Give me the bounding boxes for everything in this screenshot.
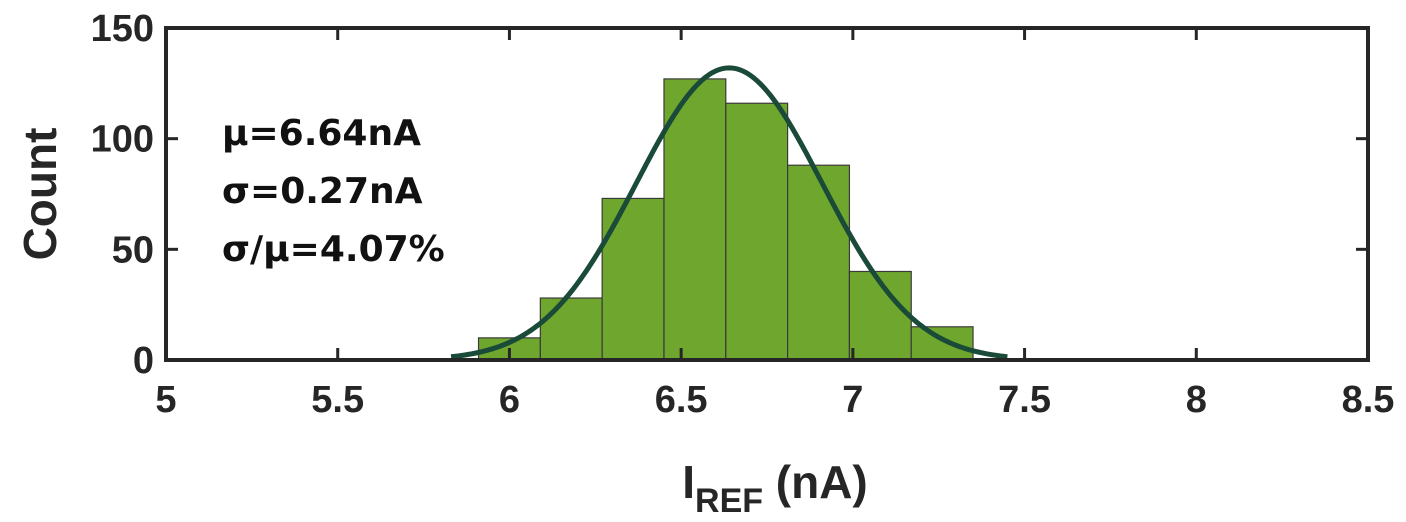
- x-axis-label-main: I: [682, 456, 695, 508]
- stat-annotation-2: σ=0.27nA: [222, 171, 423, 212]
- x-axis-ticks: 5 5.5 6 6.5 7 7.5 8 8.5: [155, 28, 1394, 421]
- y-tick-label: 0: [133, 340, 154, 382]
- x-axis-label-subscript: REF: [695, 482, 763, 520]
- histogram-bars: [477, 78, 974, 361]
- stat-annotation-1: μ=6.64nA: [222, 113, 421, 154]
- x-tick-label: 5.5: [311, 379, 364, 421]
- y-axis-ticks: 0 50 100 150: [91, 8, 1368, 382]
- histogram-bar-6: [787, 164, 851, 361]
- x-axis-label-unit: (nA): [763, 456, 868, 508]
- y-axis-label: Count: [14, 128, 66, 261]
- histogram-bar-3: [601, 197, 665, 361]
- stat-annotation-3: σ/μ=4.07%: [222, 229, 445, 270]
- y-tick-label: 100: [91, 119, 154, 161]
- x-tick-label: 8.5: [1342, 379, 1395, 421]
- x-tick-label: 8: [1186, 379, 1207, 421]
- x-axis-label: IREF (nA): [682, 456, 868, 520]
- x-tick-label: 6.5: [655, 379, 708, 421]
- histogram-bar-8: [910, 326, 974, 361]
- plot-frame: [164, 26, 1370, 362]
- x-tick-label: 6: [499, 379, 520, 421]
- histogram-bar-4: [663, 78, 727, 361]
- y-tick-label: 150: [91, 8, 154, 50]
- x-tick-label: 5: [155, 379, 176, 421]
- statistics-annotations: μ=6.64nA σ=0.27nA σ/μ=4.07%: [222, 113, 445, 270]
- x-tick-label: 7: [842, 379, 863, 421]
- x-tick-label: 7.5: [998, 379, 1051, 421]
- normal-fit-curve: [450, 65, 1008, 360]
- y-tick-label: 50: [112, 229, 154, 271]
- histogram-bar-2: [539, 297, 603, 361]
- histogram-bar-5: [725, 102, 789, 361]
